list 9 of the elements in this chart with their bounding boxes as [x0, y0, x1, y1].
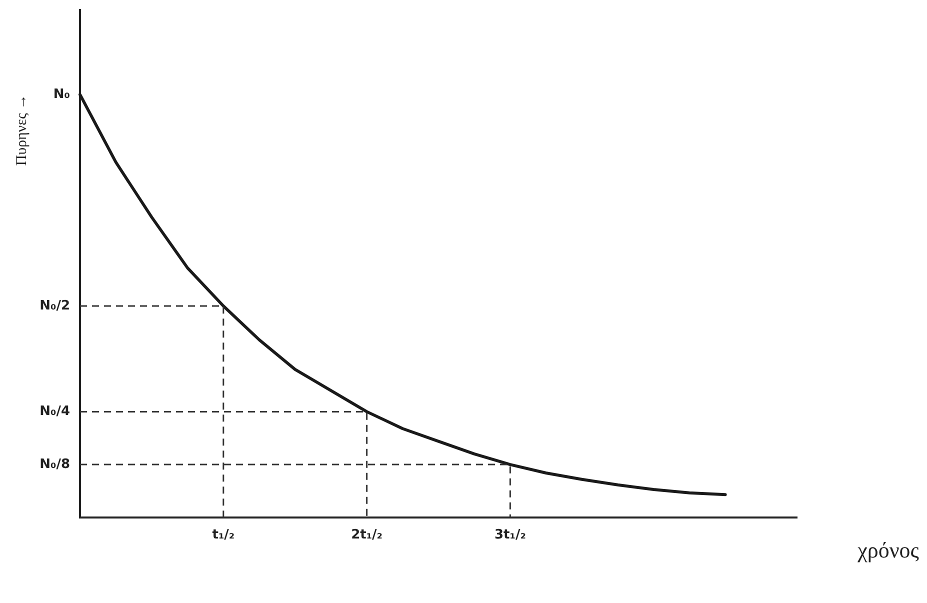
x-tick-label: 3t₁/₂ [494, 528, 526, 543]
text: N₀ [53, 86, 70, 102]
ref-line-label: N₀/8 [40, 456, 70, 472]
x-tick-label: t₁/₂ [212, 528, 235, 543]
x-axis-title: χρόνος [856, 537, 920, 562]
y-axis-title: Πυρηνες → [14, 94, 30, 166]
x-tick-label: 2t₁/₂ [351, 528, 383, 543]
ref-line-label: N₀/2 [40, 298, 70, 314]
ref-line-label: N₀/4 [40, 404, 70, 420]
